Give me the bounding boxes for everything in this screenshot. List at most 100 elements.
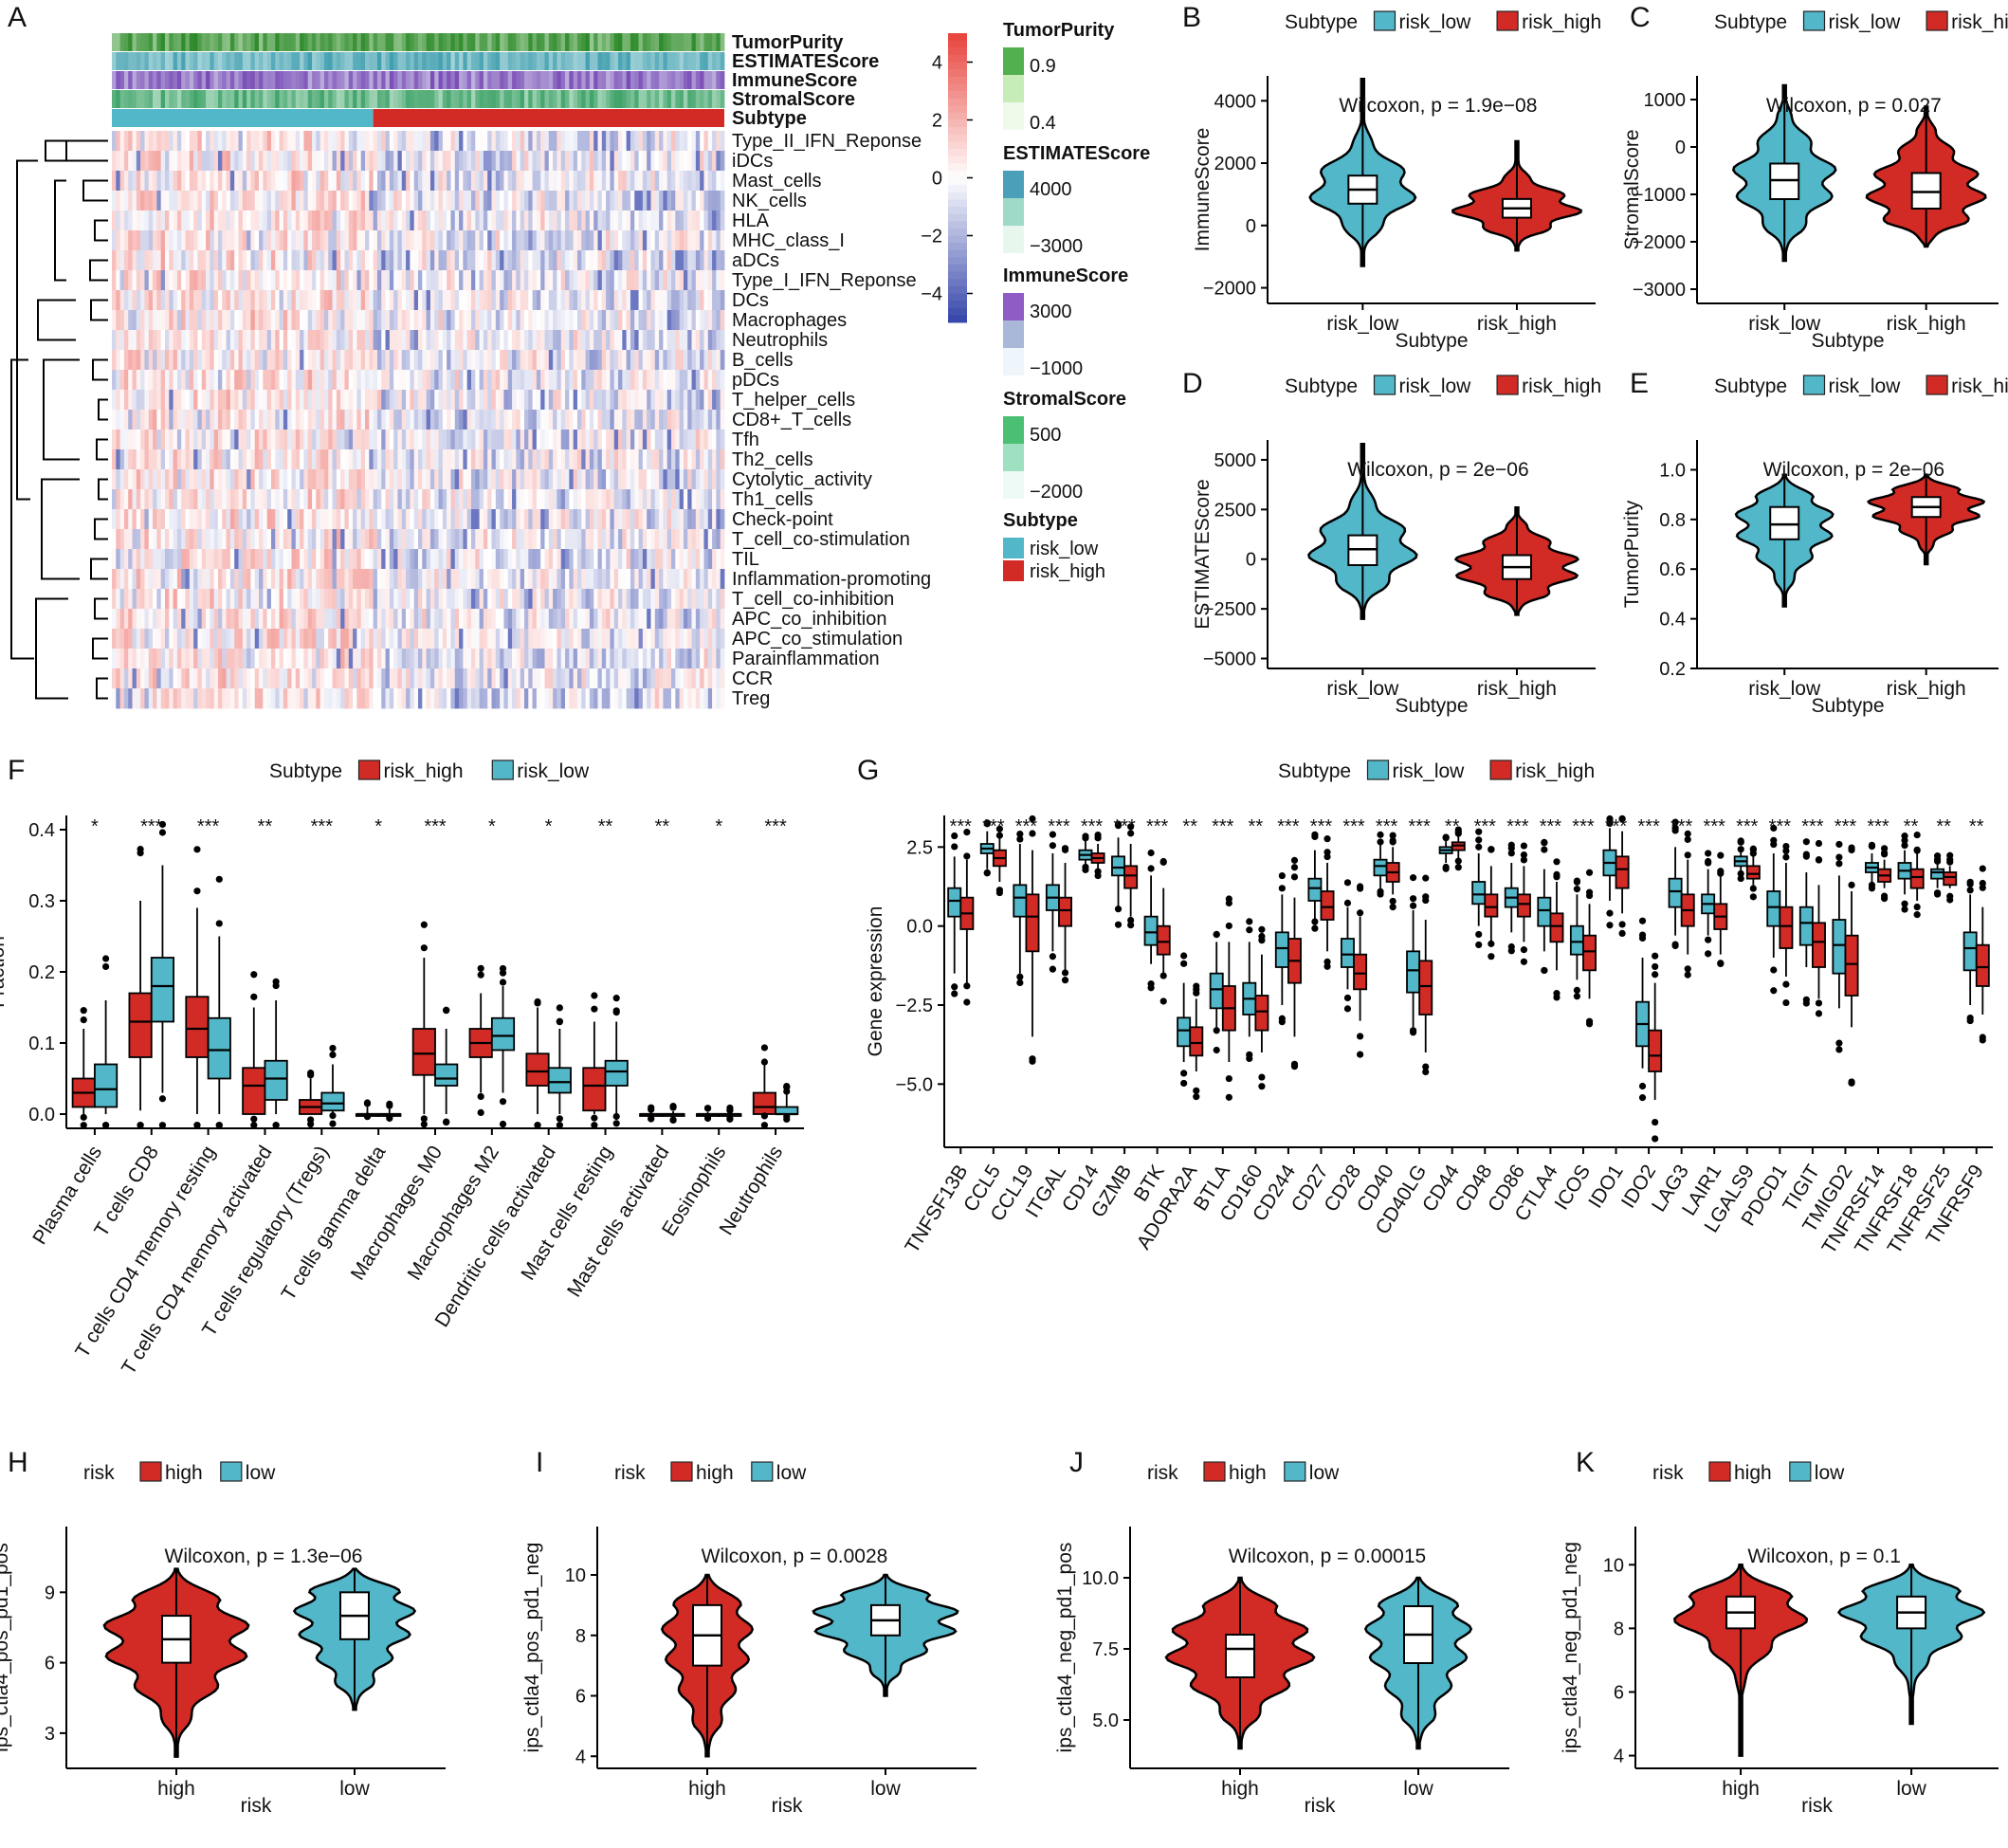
- x-tick-label-icos: ICOS: [1550, 1161, 1595, 1214]
- heatmap-cell: [319, 430, 325, 450]
- heatmap-cell: [589, 210, 594, 231]
- heatmap-cell: [720, 449, 725, 470]
- annotation-cell: [720, 90, 725, 108]
- heatmap-cell: [410, 330, 415, 351]
- heatmap-cell: [691, 489, 697, 510]
- heatmap-cell: [459, 230, 464, 251]
- outlier-point: [499, 979, 507, 986]
- outlier-point: [1848, 1079, 1855, 1087]
- annotation-cell: [429, 33, 435, 51]
- heatmap-cell: [707, 151, 713, 172]
- heatmap-cell: [136, 350, 141, 371]
- annotation-cell: [523, 71, 529, 89]
- heatmap-cell: [712, 330, 717, 351]
- outlier-point: [499, 1098, 507, 1106]
- annotation-cell: [659, 71, 664, 89]
- heatmap-cell: [675, 151, 681, 172]
- outlier-point: [1966, 1015, 1974, 1022]
- heatmap-cell: [495, 430, 501, 450]
- annotation-cell: [266, 90, 272, 108]
- heatmap-cell: [597, 250, 603, 271]
- annotation-cell: [300, 52, 304, 70]
- heatmap-cell: [213, 350, 219, 371]
- heatmap-cell: [226, 330, 231, 351]
- heatmap-cell: [300, 370, 304, 391]
- heatmap-cell: [475, 151, 480, 172]
- heatmap-cell: [442, 529, 447, 550]
- heatmap-cell: [483, 509, 488, 530]
- panel-label-i: I: [536, 1447, 543, 1478]
- heatmap-cell: [193, 350, 198, 371]
- annotation-cell: [229, 52, 235, 70]
- heatmap-cell: [406, 230, 411, 251]
- heatmap-cell: [164, 449, 170, 470]
- significance-label: ***: [1867, 816, 1889, 837]
- annotation-cell: [119, 71, 125, 89]
- legend-item-high: high: [696, 1462, 734, 1484]
- heatmap-cell: [548, 509, 554, 530]
- heatmap-cell: [116, 151, 121, 172]
- heatmap-cell: [279, 549, 284, 570]
- heatmap-cell: [512, 410, 517, 430]
- annotation-cell: [606, 33, 611, 51]
- outlier-point: [1246, 926, 1253, 934]
- heatmap-cell: [328, 430, 333, 450]
- heatmap-cell: [316, 191, 321, 211]
- heatmap-cell: [516, 469, 521, 490]
- heatmap-cell: [642, 370, 648, 391]
- heatmap-cell: [422, 489, 428, 510]
- annotation-cell: [638, 90, 644, 108]
- heatmap-cell: [217, 350, 223, 371]
- heatmap-cell: [581, 250, 586, 271]
- heatmap-cell: [213, 370, 219, 391]
- heatmap-cell: [581, 410, 586, 430]
- annotation-cell: [328, 90, 333, 108]
- heatmap-cell: [332, 191, 338, 211]
- heatmap-cell: [381, 449, 386, 470]
- outlier-point: [1737, 874, 1744, 883]
- heatmap-cell: [328, 270, 333, 291]
- heatmap-cell: [532, 449, 538, 470]
- heatmap-cell: [140, 230, 145, 251]
- heatmap-cell: [642, 410, 648, 430]
- heatmap-cell: [316, 449, 321, 470]
- annotation-cell: [426, 90, 431, 108]
- heatmap-cell: [553, 469, 557, 490]
- heatmap-cell: [622, 489, 628, 510]
- heatmap-cell: [385, 529, 391, 550]
- box-risk-high: [1353, 953, 1368, 991]
- heatmap-cell: [389, 131, 394, 152]
- annotation-cell: [438, 52, 444, 70]
- annotation-cell: [332, 52, 338, 70]
- heatmap-cell: [348, 230, 354, 251]
- heatmap-cell: [520, 151, 525, 172]
- heatmap-cell: [116, 410, 121, 430]
- heatmap-cell: [491, 330, 497, 351]
- heatmap-cell: [413, 151, 419, 172]
- heatmap-cell: [140, 509, 145, 530]
- heatmap-cell: [312, 390, 317, 411]
- heatmap-cell: [642, 330, 648, 351]
- heatmap-cell: [618, 330, 623, 351]
- heatmap-cell: [266, 310, 272, 331]
- x-axis-title: Subtype: [1395, 695, 1468, 717]
- annotation-cell: [189, 52, 194, 70]
- heatmap-cell: [369, 270, 374, 291]
- heatmap-cell: [703, 350, 709, 371]
- legend-title: Subtype: [1714, 11, 1787, 33]
- heatmap-cell: [671, 191, 676, 211]
- heatmap-cell: [442, 390, 447, 411]
- heatmap-cell: [222, 151, 227, 172]
- heatmap-cell: [597, 370, 603, 391]
- annotation-cell: [650, 33, 656, 51]
- heatmap-cell: [438, 370, 444, 391]
- heatmap-cell: [213, 549, 219, 570]
- heatmap-cell: [512, 210, 517, 231]
- heatmap-cell: [213, 469, 219, 490]
- annotation-cell: [683, 52, 688, 70]
- annotation-label-stromalscore: StromalScore: [732, 89, 855, 110]
- heatmap-cell: [516, 430, 521, 450]
- heatmap-cell: [573, 430, 578, 450]
- heatmap-cell: [323, 310, 329, 331]
